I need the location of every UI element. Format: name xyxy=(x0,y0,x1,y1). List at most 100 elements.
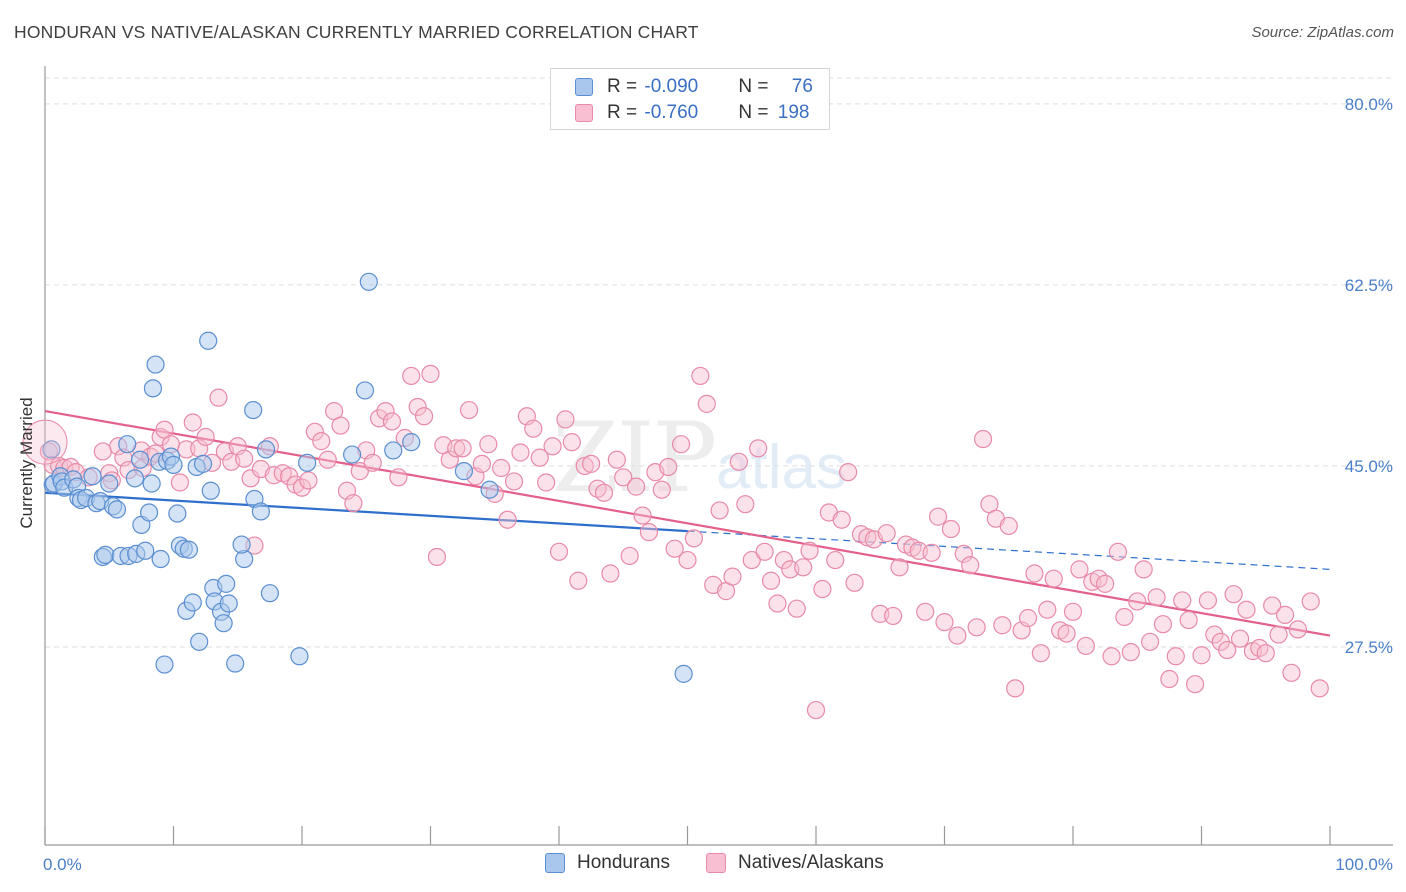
native-point xyxy=(1147,588,1166,607)
native-point xyxy=(498,510,517,529)
native-point xyxy=(1128,592,1147,611)
native-point xyxy=(1102,647,1121,666)
native-point xyxy=(993,616,1012,635)
native-point xyxy=(1044,569,1063,588)
native-point xyxy=(459,400,479,420)
native-point xyxy=(209,388,228,407)
native-point xyxy=(948,626,967,645)
chart-title: HONDURAN VS NATIVE/ALASKAN CURRENTLY MAR… xyxy=(14,22,699,42)
native-point xyxy=(839,463,858,482)
native-point xyxy=(440,450,459,469)
honduran-point xyxy=(83,467,102,486)
legend-n-value: 76 xyxy=(791,76,813,97)
native-point xyxy=(1153,615,1173,634)
honduran-point xyxy=(256,440,276,459)
native-point xyxy=(170,473,190,492)
native-point xyxy=(1031,644,1050,663)
native-point xyxy=(845,573,864,592)
honduran-trend-solid xyxy=(44,491,688,533)
native-point xyxy=(1108,542,1128,561)
legend-row-hondurans: R = -0.090 N = 76 xyxy=(575,75,813,99)
source-credit: Source: ZipAtlas.com xyxy=(1251,24,1394,41)
honduran-point xyxy=(359,272,378,291)
native-point xyxy=(363,453,382,472)
honduran-point xyxy=(226,654,245,673)
native-point xyxy=(241,469,260,488)
native-point xyxy=(1269,625,1288,644)
legend-row-natives: R = -0.760 N = 198 xyxy=(575,101,809,125)
native-point xyxy=(999,516,1018,536)
native-point xyxy=(1275,605,1295,624)
native-point xyxy=(1115,607,1134,627)
native-point xyxy=(1230,629,1250,648)
legend-n-label: N = xyxy=(738,102,774,123)
native-point xyxy=(877,524,896,543)
honduran-point xyxy=(193,454,213,473)
native-point xyxy=(1263,596,1282,615)
native-point xyxy=(569,571,588,590)
watermark-atlas: atlas xyxy=(716,433,847,502)
native-point xyxy=(1018,608,1038,628)
series-legend: Hondurans Natives/Alaskans xyxy=(0,852,1406,878)
native-point xyxy=(93,442,112,461)
native-point xyxy=(755,542,774,561)
native-point xyxy=(1198,591,1218,610)
native-point xyxy=(183,413,202,432)
native-point xyxy=(1288,620,1307,639)
x-tick-label: 0.0% xyxy=(43,855,82,874)
native-point xyxy=(961,556,980,575)
native-point xyxy=(768,594,787,613)
honduran-point xyxy=(674,664,693,683)
data-points xyxy=(22,272,1329,720)
native-point xyxy=(235,449,254,468)
native-point xyxy=(594,483,614,502)
native-point xyxy=(832,510,851,529)
honduran-point xyxy=(143,379,163,398)
native-point xyxy=(1070,560,1089,579)
y-tick-label: 80.0% xyxy=(1345,95,1393,114)
native-point xyxy=(1205,625,1224,644)
native-point xyxy=(1192,646,1211,665)
native-point xyxy=(671,435,691,454)
native-point xyxy=(626,477,646,496)
native-point xyxy=(582,454,601,473)
honduran-point xyxy=(107,500,127,519)
honduran-point xyxy=(179,540,199,559)
native-point xyxy=(1160,669,1179,689)
honduran-point xyxy=(155,655,174,674)
native-point xyxy=(1173,591,1192,610)
native-point xyxy=(312,432,331,451)
legend-item-hondurans[interactable]: Hondurans xyxy=(545,852,670,874)
honduran-point xyxy=(199,331,218,350)
legend-item-natives[interactable]: Natives/Alaskans xyxy=(706,852,884,874)
natives-swatch xyxy=(706,853,726,873)
native-point xyxy=(749,439,768,458)
y-tick-label: 62.5% xyxy=(1345,276,1393,295)
native-point xyxy=(264,466,283,485)
legend-r-value: -0.090 xyxy=(644,76,699,97)
honduran-point xyxy=(260,584,279,603)
native-point xyxy=(1006,679,1025,698)
native-point xyxy=(305,422,324,441)
native-point xyxy=(408,397,427,417)
honduran-point xyxy=(232,535,251,554)
honduran-point xyxy=(480,480,499,499)
native-point xyxy=(954,544,973,563)
native-point xyxy=(1237,600,1256,619)
native-point xyxy=(620,546,639,566)
native-point xyxy=(761,571,781,590)
native-point xyxy=(389,468,408,487)
honduran-point xyxy=(96,545,115,564)
honduran-point xyxy=(146,355,165,374)
y-axis-title: Currently Married xyxy=(17,397,36,528)
native-point xyxy=(524,419,543,438)
legend-n-value: 198 xyxy=(777,102,810,123)
native-point xyxy=(928,507,948,526)
native-point xyxy=(941,519,961,539)
honduran-point xyxy=(217,574,236,593)
native-point xyxy=(890,558,909,577)
native-point xyxy=(826,550,845,570)
native-point xyxy=(1301,592,1320,611)
native-point xyxy=(1166,647,1185,666)
native-point xyxy=(806,700,826,720)
